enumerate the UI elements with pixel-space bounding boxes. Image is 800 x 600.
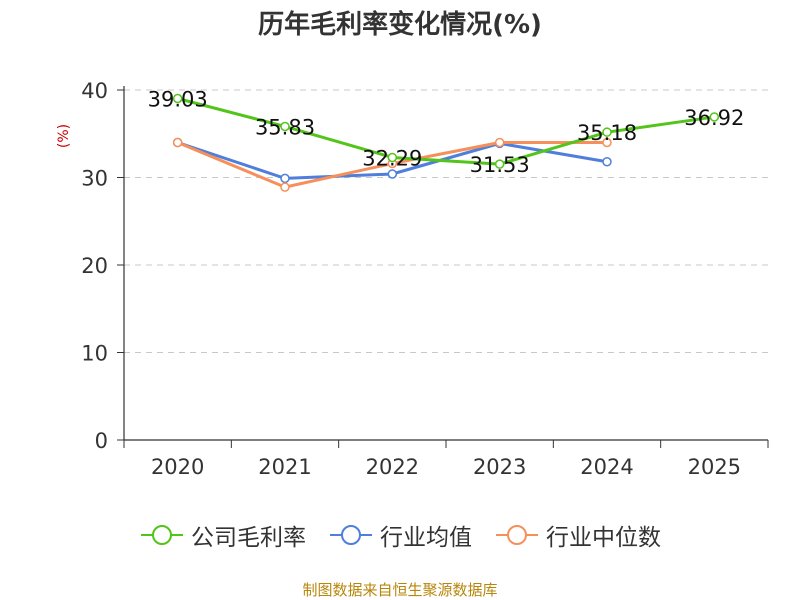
legend-marker-company <box>141 525 183 545</box>
data-label: 35.83 <box>255 115 315 139</box>
legend-item-company[interactable]: 公司毛利率 <box>139 518 306 552</box>
legend-item-industry-avg[interactable]: 行业均值 <box>328 518 472 552</box>
legend-label-industry-avg: 行业均值 <box>380 525 472 551</box>
data-point-industry_avg <box>602 157 612 167</box>
y-tick-label: 30 <box>81 167 108 191</box>
x-tick-label: 2025 <box>688 455 741 479</box>
data-label: 35.18 <box>577 121 637 145</box>
legend-label-industry-median: 行业中位数 <box>546 525 661 551</box>
legend-label-company: 公司毛利率 <box>191 525 306 551</box>
data-point-company <box>280 121 290 132</box>
data-point-company <box>602 127 612 137</box>
x-tick-label: 2020 <box>151 455 204 479</box>
data-point-industry_avg <box>387 169 398 179</box>
source-note: 制图数据来自恒生聚源数据库 <box>302 581 498 599</box>
data-label: 31.53 <box>470 153 530 177</box>
data-point-company <box>709 112 720 122</box>
y-tick-label: 10 <box>81 342 108 366</box>
y-tick-label: 20 <box>81 254 108 278</box>
data-label: 39.03 <box>148 87 208 111</box>
chart-title: 历年毛利率变化情况(%) <box>258 10 542 40</box>
data-point-industry_median <box>602 137 612 148</box>
x-tick-label: 2021 <box>258 455 311 479</box>
data-point-company <box>494 159 505 169</box>
data-point-industry_avg <box>280 173 290 184</box>
data-point-company <box>387 152 398 163</box>
y-tick-label: 0 <box>95 429 108 453</box>
data-point-industry_median <box>172 137 183 148</box>
x-tick-label: 2022 <box>366 455 419 479</box>
legend-marker-industry-median <box>496 525 538 545</box>
legend: 公司毛利率 行业均值 行业中位数 <box>0 518 800 552</box>
data-point-industry_median <box>494 137 505 148</box>
legend-marker-industry-avg <box>330 525 372 545</box>
series-line-company <box>177 97 715 166</box>
y-tick-label: 40 <box>81 79 108 103</box>
x-tick-label: 2024 <box>580 455 633 479</box>
legend-item-industry-median[interactable]: 行业中位数 <box>494 518 661 552</box>
data-label: 32.29 <box>362 146 422 170</box>
data-point-company <box>172 93 183 104</box>
x-tick-label: 2023 <box>473 455 526 479</box>
data-label: 36.92 <box>684 106 744 130</box>
data-point-industry_median <box>280 182 290 192</box>
